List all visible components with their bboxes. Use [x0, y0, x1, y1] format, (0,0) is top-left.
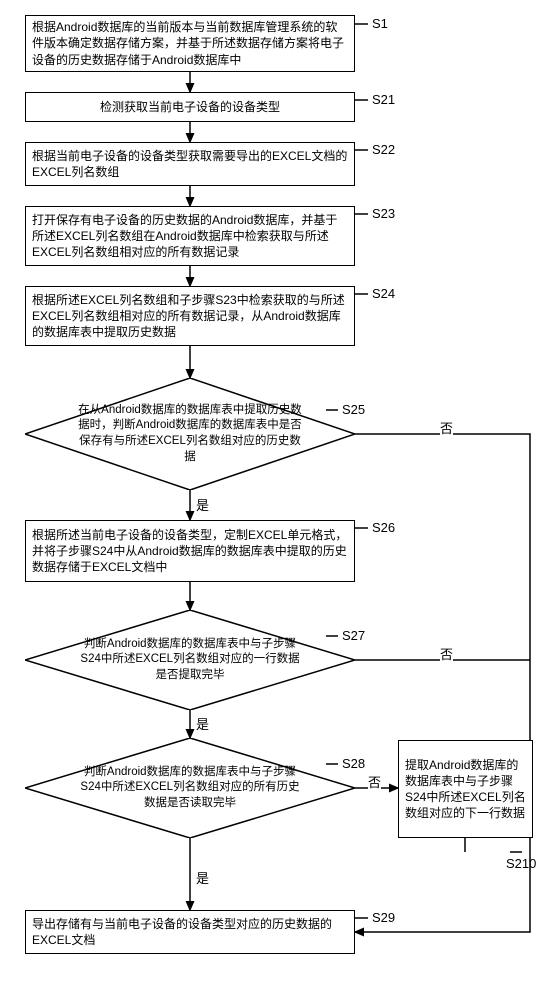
step-s25-label: S25: [342, 402, 365, 417]
step-s23-label: S23: [372, 206, 395, 221]
step-s1-label: S1: [372, 16, 388, 31]
step-s210-label: S210: [506, 856, 536, 871]
s25-yes-label: 是: [196, 495, 209, 514]
step-s28-label: S28: [342, 756, 365, 771]
step-s22-label: S22: [372, 142, 395, 157]
step-s26-label: S26: [372, 520, 395, 535]
s27-no-label: 否: [440, 644, 453, 663]
step-s28-text: 判断Android数据库的数据库表中与子步骤S24中所述EXCEL列名数组对应的…: [79, 765, 301, 812]
step-s24-box: 根据所述EXCEL列名数组和子步骤S23中检索获取的与所述EXCEL列名数组相对…: [25, 286, 355, 346]
step-s1-text: 根据Android数据库的当前版本与当前数据库管理系统的软件版本确定数据存储方案…: [32, 19, 348, 68]
step-s27-label: S27: [342, 628, 365, 643]
step-s29-box: 导出存储有与当前电子设备的设备类型对应的历史数据的EXCEL文档: [25, 910, 355, 954]
s28-yes-label: 是: [196, 868, 209, 887]
step-s22-text: 根据当前电子设备的设备类型获取需要导出的EXCEL文档的EXCEL列名数组: [32, 148, 348, 180]
step-s24-text: 根据所述EXCEL列名数组和子步骤S23中检索获取的与所述EXCEL列名数组相对…: [32, 292, 348, 341]
flowchart-container: 根据Android数据库的当前版本与当前数据库管理系统的软件版本确定数据存储方案…: [10, 10, 545, 990]
s27-yes-label: 是: [196, 714, 209, 733]
step-s25-text: 在从Android数据库的数据库表中提取历史数据时，判断Android数据库的数…: [74, 403, 306, 465]
step-s28-diamond: 判断Android数据库的数据库表中与子步骤S24中所述EXCEL列名数组对应的…: [25, 738, 355, 838]
step-s21-box: 检测获取当前电子设备的设备类型: [25, 92, 355, 122]
step-s23-box: 打开保存有电子设备的历史数据的Android数据库，并基于所述EXCEL列名数组…: [25, 206, 355, 266]
step-s22-box: 根据当前电子设备的设备类型获取需要导出的EXCEL文档的EXCEL列名数组: [25, 142, 355, 186]
step-s26-text: 根据所述当前电子设备的设备类型，定制EXCEL单元格式，并将子步骤S24中从An…: [32, 527, 348, 576]
s25-no-label: 否: [440, 418, 453, 437]
step-s21-label: S21: [372, 92, 395, 107]
s28-no-label: 否: [368, 772, 381, 791]
step-s29-text: 导出存储有与当前电子设备的设备类型对应的历史数据的EXCEL文档: [32, 916, 348, 948]
step-s210-text: 提取Android数据库的数据库表中与子步骤S24中所述EXCEL列名数组对应的…: [405, 757, 526, 822]
step-s210-box: 提取Android数据库的数据库表中与子步骤S24中所述EXCEL列名数组对应的…: [398, 740, 533, 838]
step-s26-box: 根据所述当前电子设备的设备类型，定制EXCEL单元格式，并将子步骤S24中从An…: [25, 520, 355, 582]
step-s27-diamond: 判断Android数据库的数据库表中与子步骤S24中所述EXCEL列名数组对应的…: [25, 610, 355, 710]
step-s25-diamond: 在从Android数据库的数据库表中提取历史数据时，判断Android数据库的数…: [25, 378, 355, 490]
step-s23-text: 打开保存有电子设备的历史数据的Android数据库，并基于所述EXCEL列名数组…: [32, 212, 348, 261]
step-s21-text: 检测获取当前电子设备的设备类型: [100, 99, 280, 115]
step-s27-text: 判断Android数据库的数据库表中与子步骤S24中所述EXCEL列名数组对应的…: [79, 637, 301, 684]
step-s24-label: S24: [372, 286, 395, 301]
step-s29-label: S29: [372, 910, 395, 925]
step-s1-box: 根据Android数据库的当前版本与当前数据库管理系统的软件版本确定数据存储方案…: [25, 15, 355, 72]
